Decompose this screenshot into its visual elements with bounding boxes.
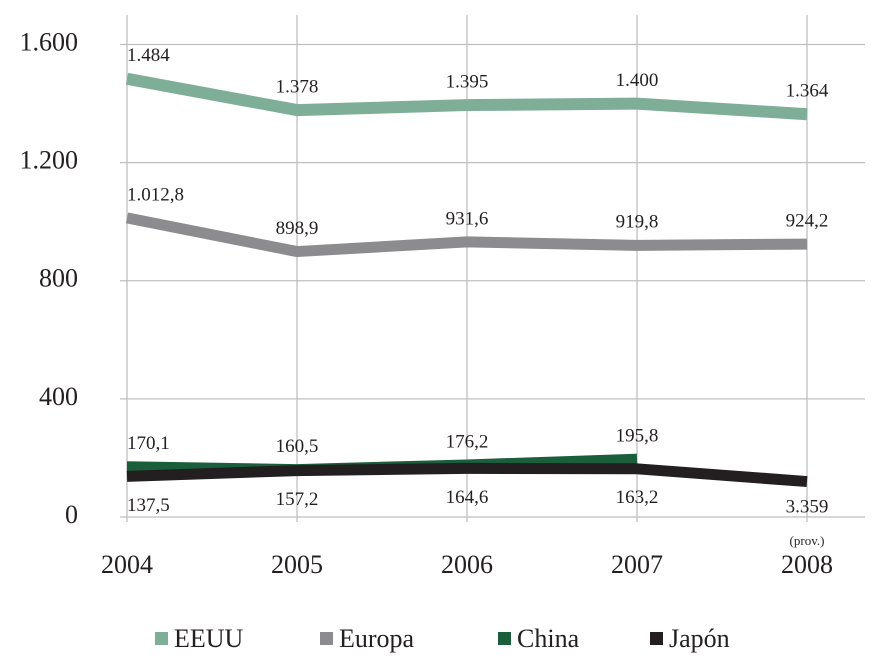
y-tick-label: 1.600 <box>20 27 79 56</box>
data-label: 170,1 <box>127 433 170 454</box>
annotation: 3.359 <box>786 496 829 517</box>
data-label: 1.395 <box>446 71 489 92</box>
data-label: 1.012,8 <box>127 184 184 205</box>
data-label: 898,9 <box>276 218 319 239</box>
x-tick-label: 2006 <box>441 550 493 579</box>
x-tick-label: 2008 <box>781 550 833 579</box>
series-line <box>126 462 808 488</box>
data-label: 137,5 <box>127 495 170 516</box>
legend-label: EEUU <box>174 624 244 653</box>
data-label: 1.378 <box>276 76 319 97</box>
x-tick-label: 2007 <box>611 550 663 579</box>
annotation: (prov.) <box>790 533 825 548</box>
data-label: 195,8 <box>616 426 659 447</box>
series-line <box>125 212 808 258</box>
legend-swatch <box>498 632 511 645</box>
data-label: 163,2 <box>616 487 659 508</box>
x-tick-label: 2005 <box>271 550 323 579</box>
data-label: 157,2 <box>276 489 319 510</box>
legend-swatch <box>320 632 333 645</box>
data-label: 1.484 <box>127 45 170 66</box>
legend-label: China <box>517 624 580 653</box>
data-label: 1.400 <box>616 70 659 91</box>
data-label: 160,5 <box>276 436 319 457</box>
data-label: 176,2 <box>446 431 489 452</box>
legend-swatch <box>650 632 663 645</box>
data-label: 164,6 <box>446 487 489 508</box>
legend-label: Japón <box>669 624 730 653</box>
data-label: 919,8 <box>616 212 659 233</box>
data-label: 931,6 <box>446 208 489 229</box>
y-tick-label: 0 <box>65 500 78 529</box>
y-tick-label: 1.200 <box>20 146 79 175</box>
legend-swatch <box>155 632 168 645</box>
x-tick-label: 2004 <box>101 550 153 579</box>
legend-label: Europa <box>339 624 415 653</box>
y-tick-label: 400 <box>39 382 78 411</box>
data-label: 924,2 <box>786 210 829 231</box>
y-tick-label: 800 <box>39 264 78 293</box>
series-line <box>125 72 808 121</box>
data-label: 1.364 <box>786 81 829 102</box>
